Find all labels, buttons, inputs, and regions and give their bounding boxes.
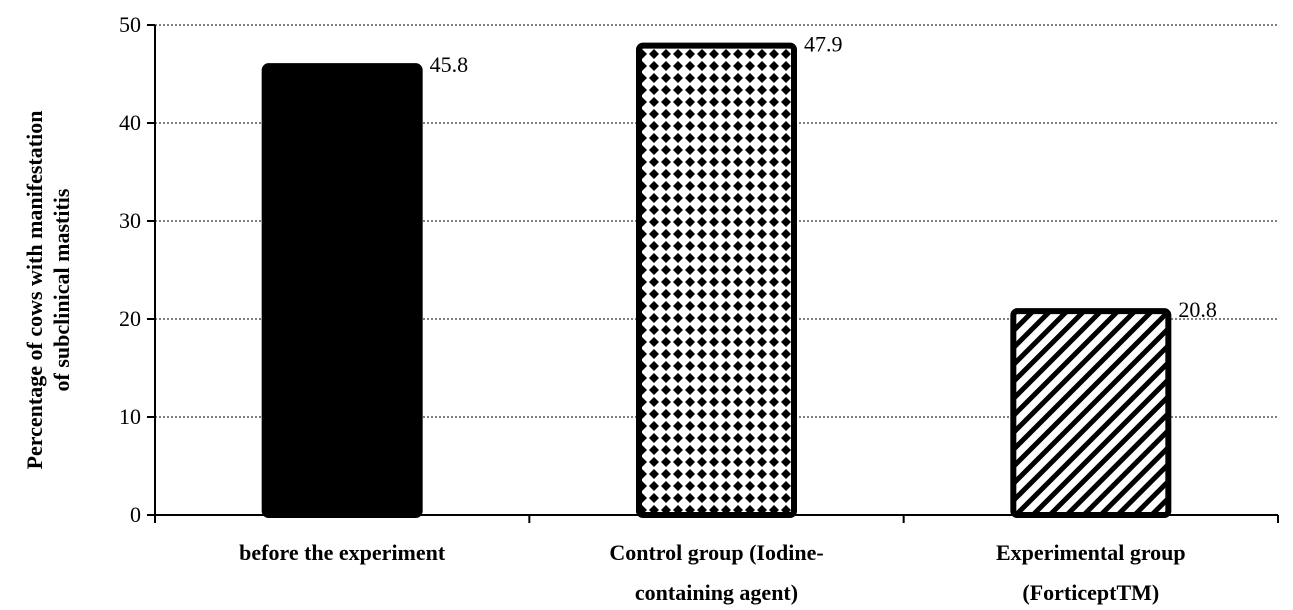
x-category-label: before the experiment	[239, 540, 446, 565]
y-tick-label: 30	[119, 208, 141, 233]
y-tick-label: 20	[119, 306, 141, 331]
y-tick-label: 10	[119, 404, 141, 429]
y-axis-title-line: of subclinical mastitis	[49, 188, 74, 391]
x-category-label: Control group (Iodine-	[609, 540, 823, 565]
x-category-label: Experimental group	[996, 540, 1186, 565]
y-tick-label: 40	[119, 110, 141, 135]
bars	[261, 42, 1172, 519]
labels: 0 10 20 30 40 50 45.8 before the experiment 47.9…	[119, 12, 1217, 605]
y-axis-title: Percentage of cows with manifestationof …	[22, 111, 74, 470]
data-label-1: 45.8	[430, 52, 469, 77]
data-label-3: 20.8	[1178, 297, 1217, 322]
bar-3	[1010, 308, 1172, 518]
axes	[147, 24, 1279, 523]
y-axis-title-line: Percentage of cows with manifestation	[22, 111, 47, 470]
x-category-label: (ForticeptTM)	[1022, 580, 1159, 605]
y-tick-label: 0	[130, 502, 141, 527]
bar-1	[261, 63, 423, 518]
data-label-2: 47.9	[804, 32, 843, 57]
x-category-label: containing agent)	[635, 580, 798, 605]
bar-2	[636, 42, 797, 519]
y-tick-label: 50	[119, 12, 141, 37]
